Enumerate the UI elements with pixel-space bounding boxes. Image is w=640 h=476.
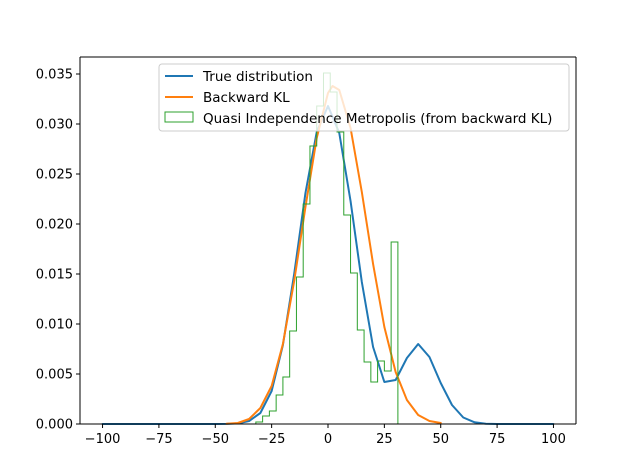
x-tick-label: 0 [324,432,332,447]
y-tick-label: 0.015 [36,268,73,283]
legend-label-true-distribution: True distribution [202,69,313,85]
x-tick-label: −100 [85,432,121,447]
legend-frame [158,63,570,132]
legend-label-backward-kl: Backward KL [203,90,290,106]
x-tick-label: −75 [145,432,172,447]
x-tick-label: −50 [202,432,229,447]
x-tick-label: 25 [376,432,393,447]
x-tick-label: −25 [258,432,285,447]
legend: True distribution Backward KL Quasi Inde… [158,63,570,132]
x-tick-label: 100 [541,432,566,447]
x-tick-label: 50 [432,432,449,447]
y-tick-label: 0.000 [36,418,73,433]
y-tick-label: 0.005 [36,368,73,383]
y-tick-label: 0.035 [36,68,73,83]
legend-label-quasi-independence-metropolis: Quasi Independence Metropolis (from back… [203,111,552,127]
legend-swatch-quasi-independence-metropolis [164,111,194,123]
x-tick-label: 75 [489,432,506,447]
y-tick-label: 0.030 [36,118,73,133]
y-tick-label: 0.010 [36,318,73,333]
ticks-layer: −100 −75 −50 −25 0 25 50 75 100 0.000 0.005 0.010 0.… [36,68,566,448]
y-tick-label: 0.020 [36,218,73,233]
y-tick-label: 0.025 [36,168,73,183]
